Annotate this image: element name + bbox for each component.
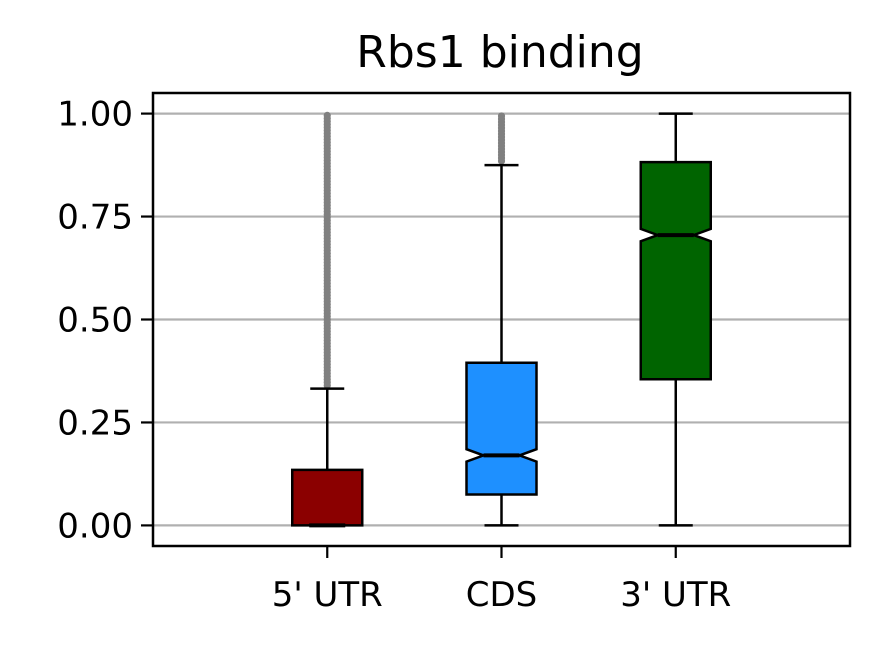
x-tick-label: CDS xyxy=(466,575,538,615)
box-3 xyxy=(639,112,712,527)
x-tick-label: 5' UTR xyxy=(272,575,383,615)
x-tick-label: 3' UTR xyxy=(620,575,731,615)
box-body xyxy=(639,160,712,381)
y-tick-label: 0.25 xyxy=(57,403,133,443)
y-axis: 0.00 0.25 0.50 0.75 1.00 xyxy=(57,95,153,546)
box-1 xyxy=(291,111,364,528)
y-tick-label: 0.50 xyxy=(57,301,133,341)
chart-title: Rbs1 binding xyxy=(356,27,643,78)
x-axis: 5' UTR CDS 3' UTR xyxy=(272,546,731,615)
outliers xyxy=(497,112,506,165)
box-body xyxy=(291,468,364,527)
y-tick-label: 0.75 xyxy=(57,198,133,238)
y-tick-label: 0.00 xyxy=(57,506,133,546)
outlier-point xyxy=(323,111,331,119)
outlier-point xyxy=(497,112,506,120)
box-2 xyxy=(465,112,538,527)
y-tick-label: 1.00 xyxy=(57,95,133,135)
box-body xyxy=(465,361,538,496)
outliers xyxy=(323,111,331,389)
boxes xyxy=(291,111,712,528)
